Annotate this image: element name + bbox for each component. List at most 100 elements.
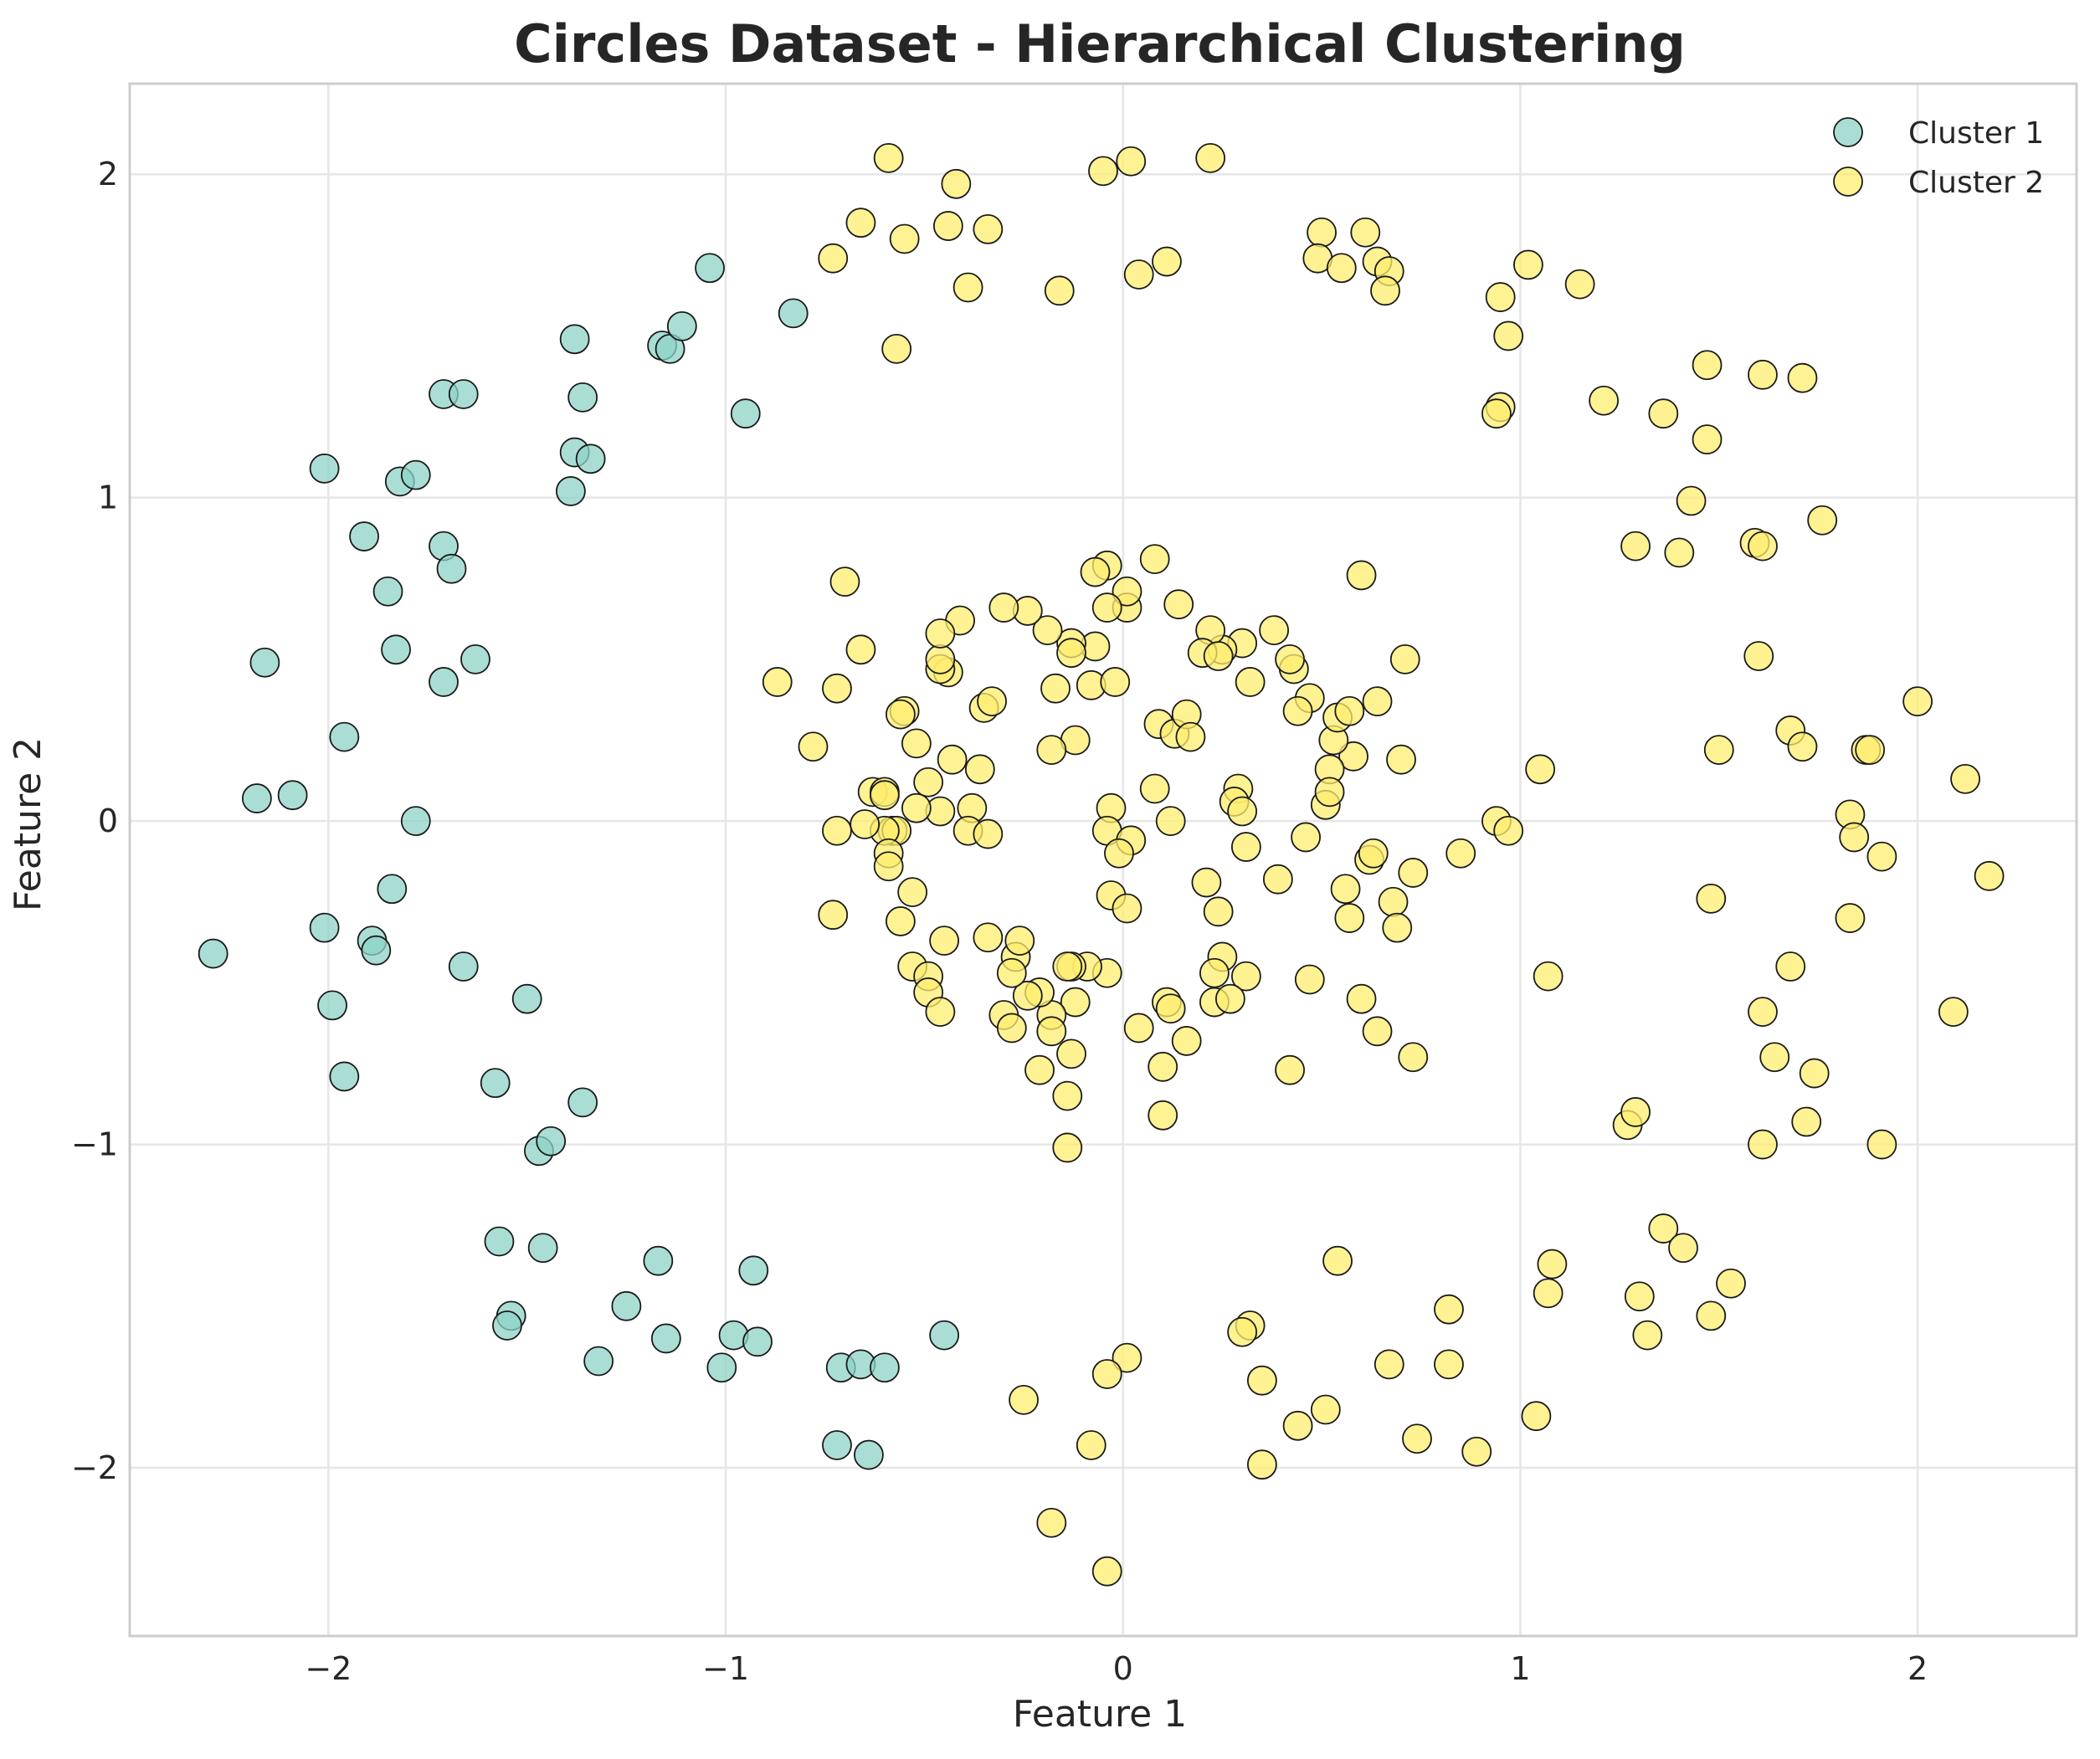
legend: Cluster 1 Cluster 2: [1833, 116, 2044, 200]
data-point: [1974, 860, 2005, 891]
data-point: [929, 1320, 960, 1351]
legend-label-cluster-2: Cluster 2: [1908, 166, 2044, 200]
data-point: [738, 1255, 769, 1286]
data-point: [1148, 1100, 1178, 1131]
data-point: [400, 459, 431, 490]
data-point: [1481, 398, 1512, 429]
data-point: [1036, 735, 1067, 766]
data-point: [1203, 641, 1234, 671]
data-point: [1175, 721, 1206, 752]
data-point: [1696, 1300, 1727, 1331]
data-point: [511, 983, 542, 1014]
data-point: [1009, 1384, 1039, 1415]
data-point: [818, 243, 849, 274]
data-point: [818, 900, 849, 931]
data-point: [1227, 796, 1258, 827]
series-cluster-1: [198, 253, 960, 1470]
data-point: [1100, 667, 1131, 697]
data-point: [1032, 615, 1063, 646]
data-point: [1123, 259, 1154, 290]
data-point: [1839, 822, 1870, 853]
data-point: [1748, 531, 1778, 562]
data-point: [1350, 217, 1381, 248]
y-axis-label: Feature 2: [7, 737, 49, 911]
data-point: [1104, 838, 1134, 869]
data-point: [1322, 1245, 1353, 1276]
y-tick-label: 1: [98, 479, 118, 516]
data-point: [1246, 1365, 1277, 1396]
data-point: [1799, 1058, 1830, 1089]
data-point: [886, 906, 916, 936]
data-point: [1148, 1051, 1178, 1082]
data-point: [854, 1439, 884, 1470]
data-point: [1088, 156, 1118, 187]
data-point: [1230, 961, 1261, 992]
data-point: [1346, 560, 1377, 591]
data-point: [1171, 1026, 1202, 1056]
data-point: [1358, 838, 1389, 869]
data-point: [1620, 1097, 1651, 1127]
data-point: [988, 592, 1019, 623]
data-point: [460, 644, 490, 674]
data-point: [941, 168, 972, 199]
data-point: [973, 214, 1004, 244]
data-point: [1191, 867, 1222, 898]
data-point: [527, 1233, 558, 1264]
data-point: [1091, 1556, 1122, 1587]
data-point: [1310, 1394, 1341, 1425]
legend-marker-cluster-2: [1833, 167, 1863, 197]
data-point: [1589, 385, 1620, 416]
data-point: [1036, 1507, 1067, 1538]
data-point: [973, 818, 1004, 849]
data-point: [1664, 537, 1695, 568]
data-point: [1163, 589, 1194, 620]
data-point: [925, 997, 956, 1028]
data-point: [1485, 282, 1516, 312]
data-point: [559, 324, 590, 355]
data-point: [886, 699, 916, 730]
data-point: [1230, 832, 1261, 862]
data-point: [1227, 1316, 1258, 1347]
data-point: [1748, 997, 1778, 1028]
data-point: [1080, 556, 1111, 587]
data-point: [1938, 997, 1969, 1028]
data-point: [925, 644, 956, 674]
data-point: [1155, 993, 1186, 1024]
data-point: [1398, 858, 1429, 888]
data-point: [889, 223, 920, 254]
data-point: [1076, 1430, 1106, 1460]
data-point: [1692, 350, 1723, 381]
data-point: [1052, 951, 1083, 982]
data-point: [556, 476, 586, 506]
data-point: [1692, 424, 1723, 455]
series-cluster-2: [762, 142, 2005, 1587]
data-point: [1282, 1410, 1313, 1441]
data-point: [1112, 1342, 1142, 1373]
data-point: [822, 1430, 852, 1460]
data-point: [1056, 1038, 1086, 1069]
plot-frame: [128, 82, 2078, 1638]
data-point: [901, 728, 932, 759]
data-point: [850, 809, 881, 839]
data-point: [1902, 686, 1933, 717]
data-point: [1668, 1233, 1698, 1264]
data-point: [1398, 1042, 1429, 1073]
data-point: [400, 806, 431, 837]
data-point: [1493, 321, 1524, 351]
data-point: [1648, 398, 1679, 429]
data-point: [1370, 275, 1400, 306]
data-point: [996, 1013, 1027, 1044]
data-point: [977, 686, 1007, 717]
data-point: [822, 815, 852, 846]
data-point: [1362, 686, 1393, 717]
data-point: [650, 1323, 681, 1354]
data-point: [1389, 644, 1420, 674]
data-point: [1044, 275, 1075, 306]
data-point: [575, 444, 606, 474]
data-point: [881, 333, 912, 364]
data-point: [1294, 964, 1325, 995]
data-point: [1307, 217, 1337, 248]
data-point: [1703, 735, 1734, 766]
data-point: [730, 398, 761, 429]
data-point: [1060, 987, 1091, 1018]
